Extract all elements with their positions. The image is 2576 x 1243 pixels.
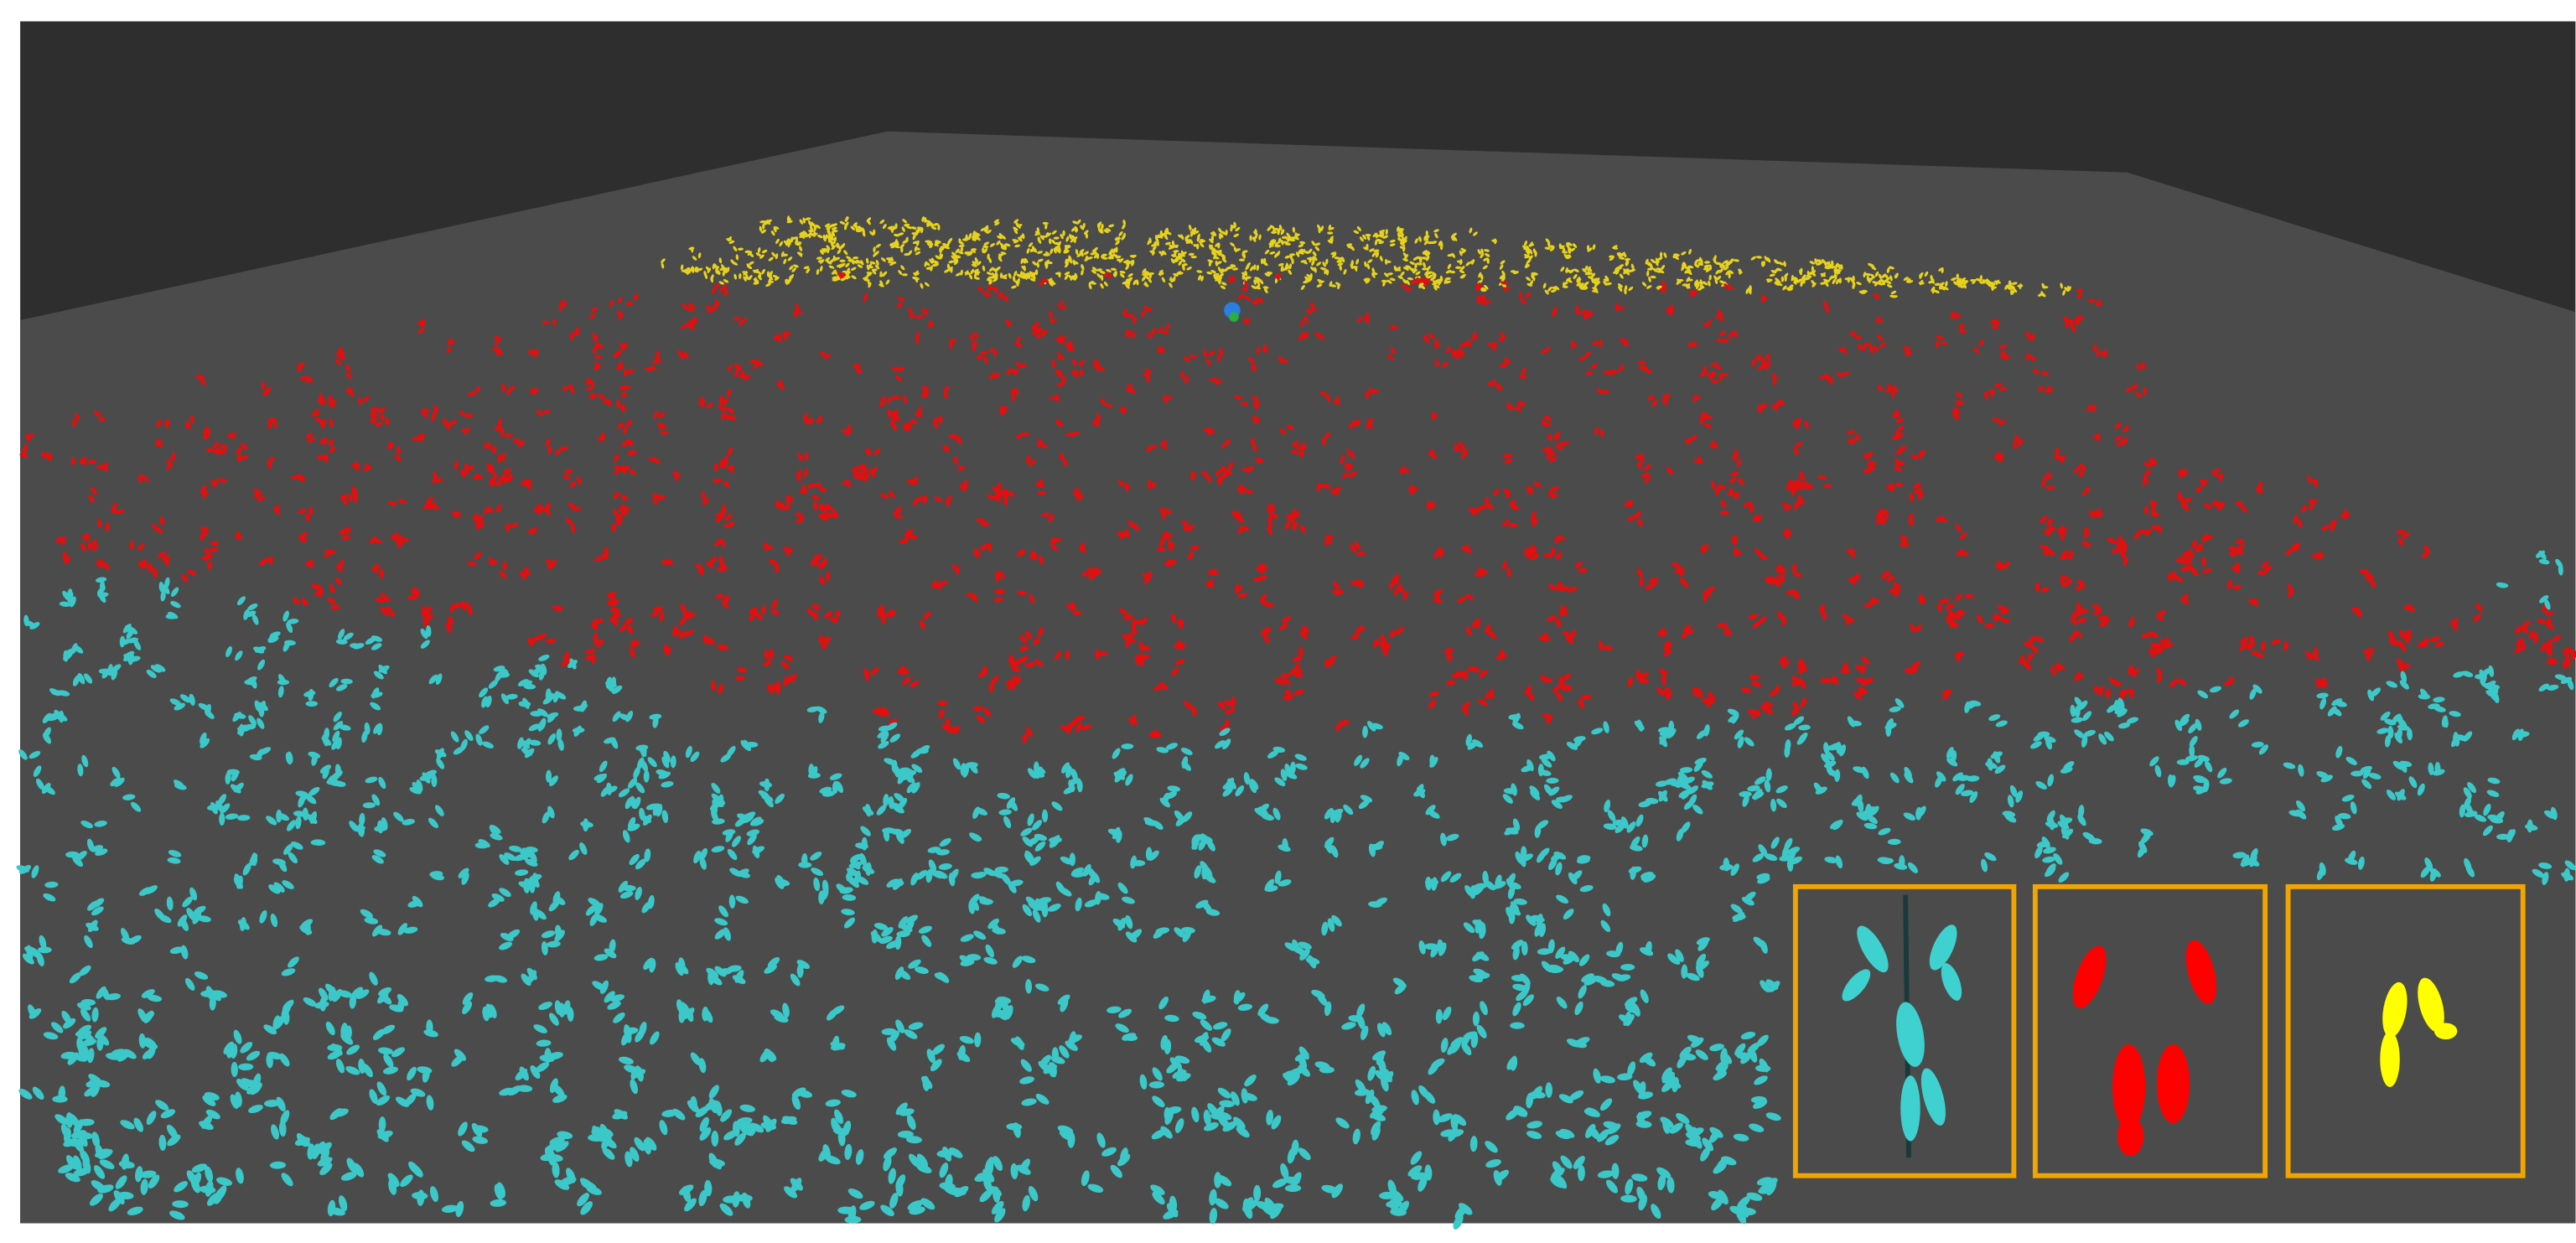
agent-part [788,239,790,245]
agent-part [1191,256,1197,258]
agent-part [839,260,845,262]
agent-part [1062,230,1065,236]
agent-part [930,242,932,248]
agent-part [1351,260,1354,266]
agent-part [1587,245,1589,251]
agent-part [1115,246,1117,252]
agent-part [1352,266,1358,268]
agent-part [2010,289,2013,295]
agent-part [1531,272,1533,278]
agent-part [890,262,896,264]
agent-part [1196,243,1199,249]
